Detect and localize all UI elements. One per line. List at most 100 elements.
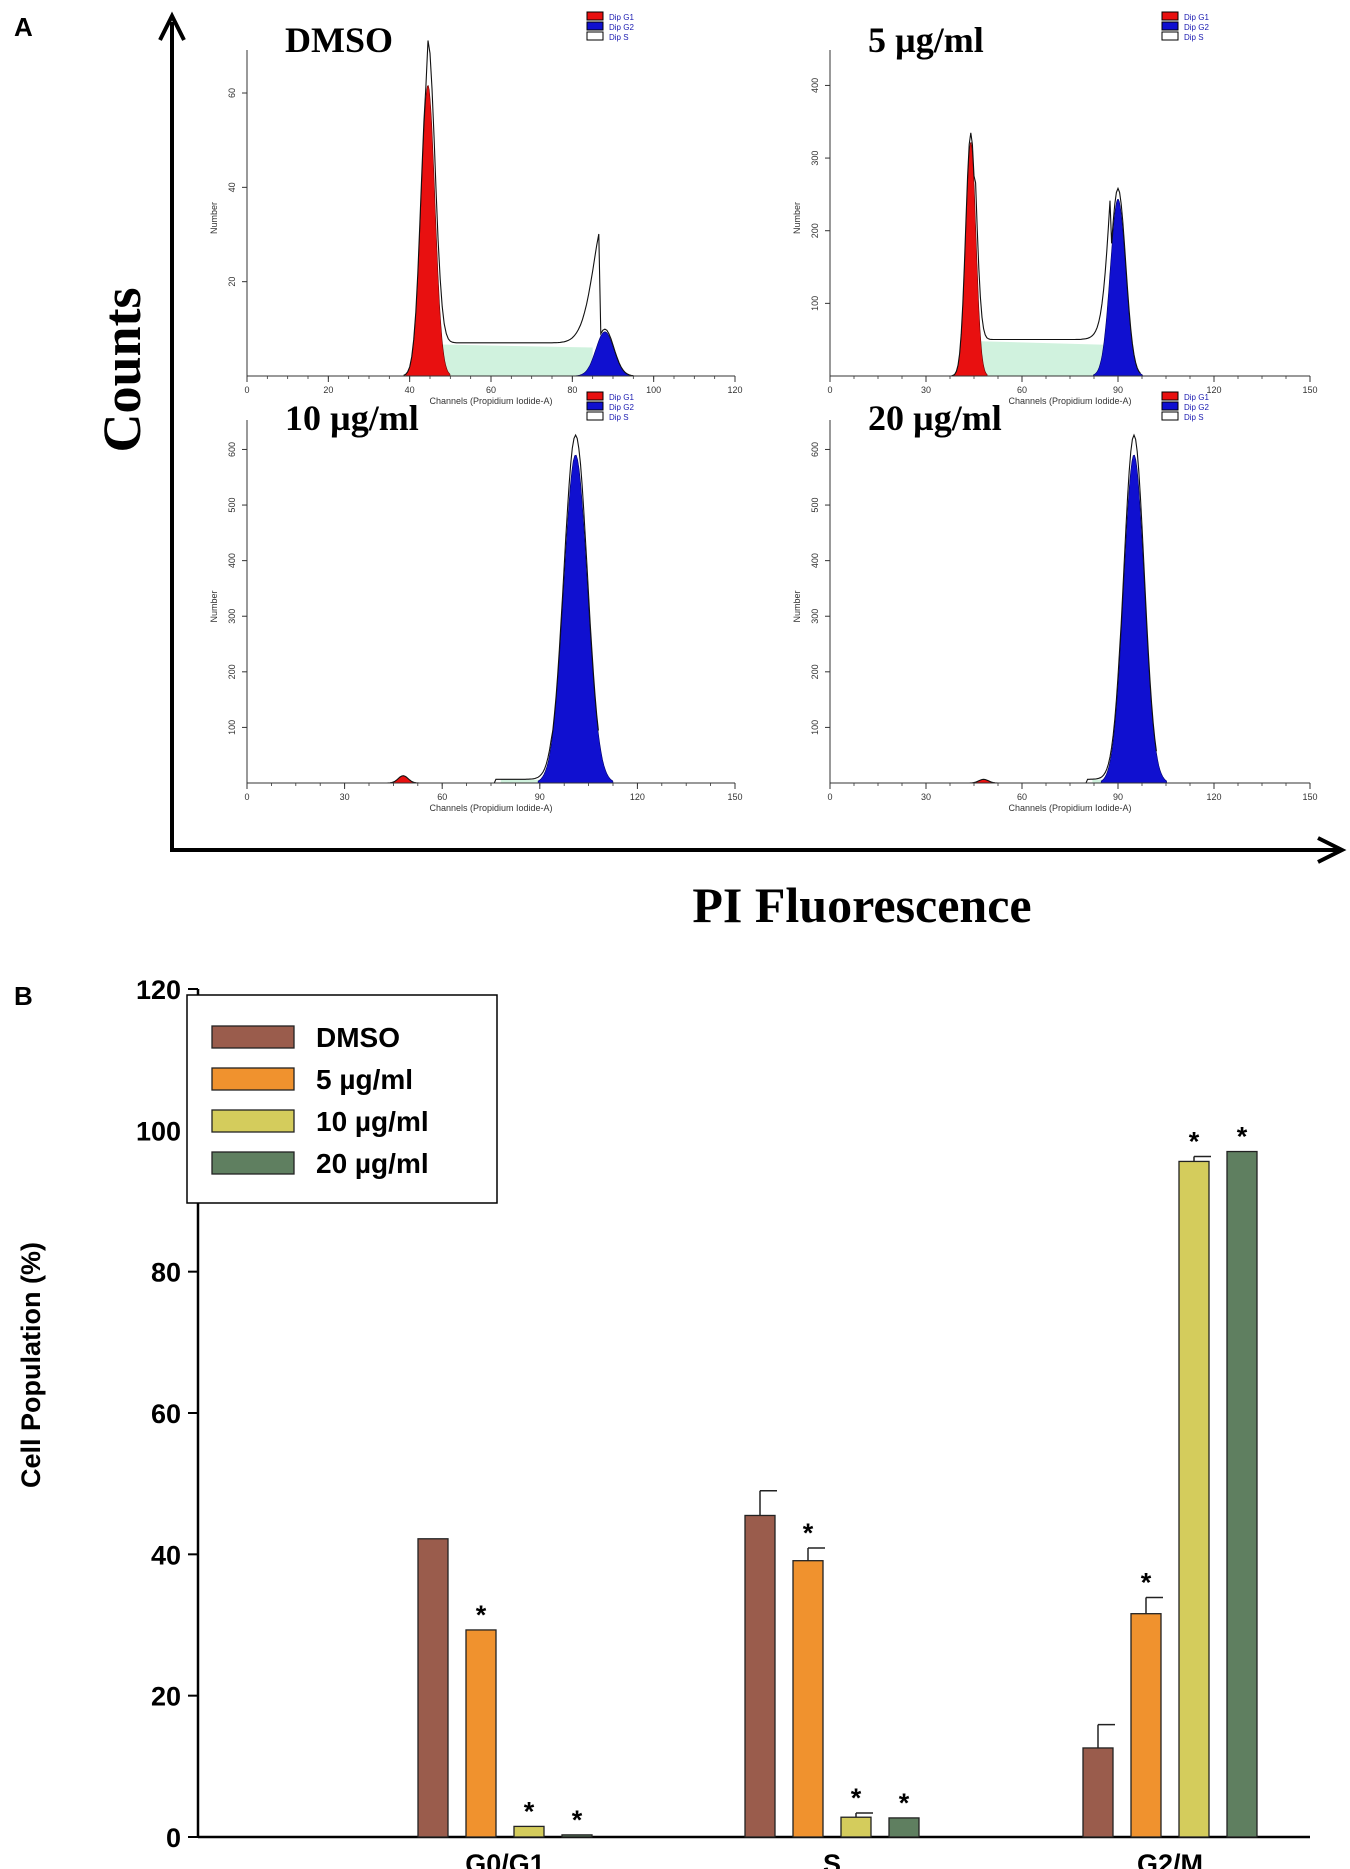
histogram-x-tick-label: 90 <box>1113 792 1123 802</box>
legend-label: DMSO <box>316 1022 400 1053</box>
g2-m-peak <box>537 454 614 784</box>
fluorescence-arrow-icon <box>1317 836 1347 864</box>
bar <box>1082 1747 1114 1838</box>
counts-arrow-icon <box>158 11 186 41</box>
s-phase-area <box>434 344 593 376</box>
bar <box>465 1629 497 1838</box>
histogram-legend-swatch <box>586 391 604 401</box>
histogram-y-tick-label: 400 <box>810 78 820 93</box>
histogram-y-tick-label: 400 <box>810 553 820 568</box>
histogram-x-tick-label: 120 <box>727 385 742 395</box>
significance-star: * <box>1189 1126 1200 1156</box>
bar <box>840 1816 872 1838</box>
bar <box>1178 1160 1210 1838</box>
s-phase-area <box>500 779 547 783</box>
pi-fluorescence-label: PI Fluorescence <box>692 877 1031 933</box>
histogram-y-tick-label: 500 <box>810 498 820 513</box>
histogram-legend-swatch <box>586 21 604 31</box>
histogram-x-tick-label: 0 <box>244 385 249 395</box>
histogram-x-tick-label: 120 <box>1206 792 1221 802</box>
bar <box>792 1560 824 1838</box>
bar <box>1226 1150 1258 1838</box>
bar <box>561 1834 593 1838</box>
histogram-legend-swatch <box>586 411 604 421</box>
s-phase-area <box>980 341 1106 376</box>
histogram-legend-swatch <box>1161 401 1179 411</box>
histogram-y-label: Number <box>792 202 802 234</box>
histogram-legend-label: Dip G2 <box>609 23 634 32</box>
significance-star: * <box>476 1600 487 1630</box>
significance-star: * <box>524 1796 535 1826</box>
histogram-y-tick-label: 300 <box>810 151 820 166</box>
fit-envelope-line <box>951 132 1141 377</box>
histogram-legend-label: Dip G2 <box>609 403 634 412</box>
legend-label: 20 µg/ml <box>316 1148 429 1179</box>
histogram-x-tick-label: 0 <box>244 792 249 802</box>
significance-star: * <box>851 1783 862 1813</box>
histogram-panel: 0 30 60 90 120 150 Channels (Propidium Iodide-… <box>792 11 1318 406</box>
histogram-legend-label: Dip G2 <box>1184 23 1209 32</box>
histogram-y-label: Number <box>209 202 219 234</box>
legend-swatch <box>211 1151 295 1175</box>
histogram-x-tick-label: 120 <box>630 792 645 802</box>
g2-m-peak <box>1100 454 1168 784</box>
counts-label: Counts <box>92 287 152 452</box>
histogram-legend-label: Dip G1 <box>609 393 634 402</box>
histogram-legend-swatch <box>1161 31 1179 41</box>
histogram-legend-swatch <box>1161 411 1179 421</box>
histogram-y-label: Number <box>209 590 219 622</box>
significance-star: * <box>1237 1122 1248 1152</box>
histogram-x-tick-label: 60 <box>1017 385 1027 395</box>
histogram-legend-label: Dip S <box>609 413 629 422</box>
histogram-x-tick-label: 150 <box>727 792 742 802</box>
legend-label: 5 µg/ml <box>316 1064 413 1095</box>
histogram-legend-label: Dip S <box>1184 33 1204 42</box>
y-tick-label: 60 <box>151 1399 181 1429</box>
histogram-legend-swatch <box>1161 391 1179 401</box>
histogram-y-tick-label: 600 <box>810 442 820 457</box>
histogram-y-tick-label: 300 <box>810 609 820 624</box>
y-axis-label: Cell Population (%) <box>16 1242 46 1488</box>
x-tick-label: G0/G1 <box>465 1849 545 1869</box>
histogram-grid: 0 20 40 60 80 100 120 Channels (Propidium Iodid… <box>209 11 1318 813</box>
legend-swatch <box>211 1109 295 1133</box>
histogram-legend-swatch <box>1161 21 1179 31</box>
fit-envelope-line <box>403 40 634 377</box>
histogram-legend-label: Dip S <box>1184 413 1204 422</box>
histogram-title: DMSO <box>285 20 393 60</box>
significance-star: * <box>899 1788 910 1818</box>
y-tick-label: 120 <box>136 975 181 1005</box>
significance-star: * <box>1141 1567 1152 1597</box>
histogram-y-tick-label: 400 <box>227 553 237 568</box>
bar <box>417 1538 449 1838</box>
histogram-x-tick-label: 20 <box>323 385 333 395</box>
histogram-y-tick-label: 100 <box>227 720 237 735</box>
histogram-y-tick-label: 60 <box>227 88 237 98</box>
histogram-y-tick-label: 40 <box>227 182 237 192</box>
histogram-x-tick-label: 90 <box>1113 385 1123 395</box>
panel-a-letter: A <box>14 12 33 42</box>
histogram-y-tick-label: 100 <box>810 296 820 311</box>
x-tick-label: S <box>823 1849 841 1869</box>
histogram-x-tick-label: 120 <box>1206 385 1221 395</box>
histogram-legend-label: Dip G1 <box>1184 13 1209 22</box>
histogram-y-tick-label: 200 <box>227 664 237 679</box>
histogram-x-label: Channels (Propidium Iodide-A) <box>429 803 552 813</box>
histogram-legend-label: Dip G2 <box>1184 403 1209 412</box>
histogram-legend-swatch <box>586 31 604 41</box>
histogram-panel: 0 30 60 90 120 150 Channels (Propidium Iodide-… <box>792 391 1318 813</box>
histogram-x-tick-label: 40 <box>405 385 415 395</box>
histogram-x-tick-label: 30 <box>921 385 931 395</box>
histogram-y-tick-label: 100 <box>810 720 820 735</box>
bar <box>513 1825 545 1838</box>
histogram-x-label: Channels (Propidium Iodide-A) <box>1008 803 1131 813</box>
histogram-y-tick-label: 500 <box>227 498 237 513</box>
histogram-x-tick-label: 30 <box>921 792 931 802</box>
histogram-y-tick-label: 200 <box>810 664 820 679</box>
histogram-legend-label: Dip G1 <box>609 13 634 22</box>
histogram-x-tick-label: 150 <box>1302 792 1317 802</box>
histogram-title: 20 µg/ml <box>868 398 1002 438</box>
legend-swatch <box>211 1025 295 1049</box>
bar <box>744 1514 776 1838</box>
